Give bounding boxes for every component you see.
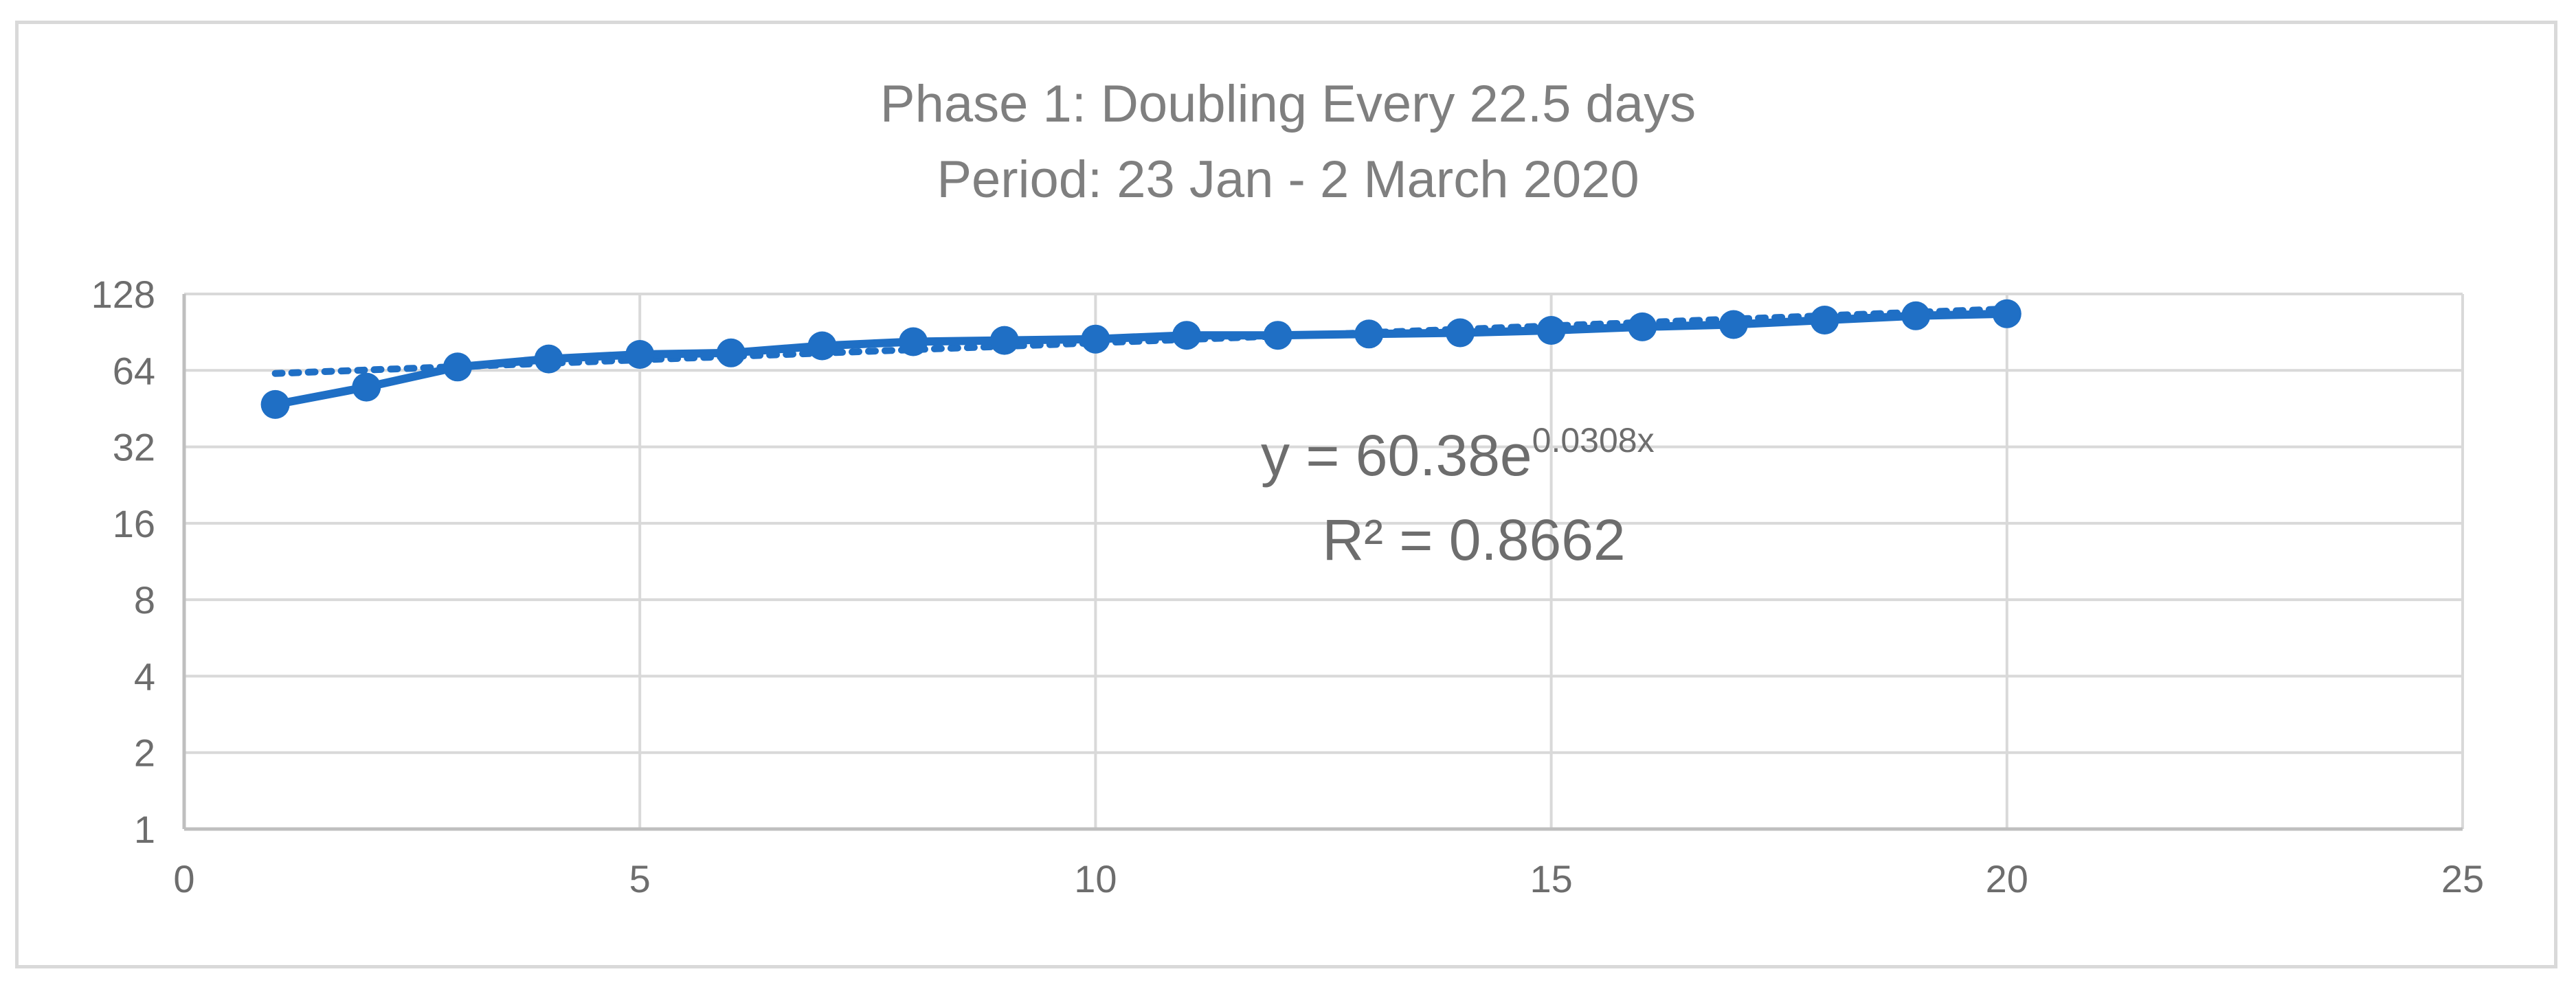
data-point	[352, 372, 381, 402]
y-tick-label: 1	[134, 808, 155, 851]
x-tick-label: 15	[1530, 857, 1572, 900]
data-point	[1810, 306, 1839, 334]
data-point	[899, 327, 928, 356]
series-group	[260, 299, 2021, 419]
chart-title: Phase 1: Doubling Every 22.5 days	[880, 75, 1696, 133]
x-tick-label: 5	[629, 857, 651, 900]
data-point	[534, 344, 563, 374]
data-point	[716, 338, 746, 367]
axes: 1 2 4 8 16 32 64 128 0 5 10 15 20 25	[91, 273, 2485, 900]
data-point	[1081, 324, 1110, 354]
data-point	[807, 331, 837, 361]
trendline-equation: y = 60.38e0.0308x	[1261, 421, 1655, 488]
data-point	[1992, 299, 2021, 328]
y-tick-label: 4	[134, 655, 155, 698]
data-point	[1446, 318, 1475, 348]
y-tick-label: 2	[134, 731, 155, 775]
y-tick-label: 8	[134, 578, 155, 622]
data-point	[1628, 312, 1657, 341]
trendline-equation-group: y = 60.38e0.0308x R² = 0.8662	[1261, 421, 1655, 572]
y-tick-label: 64	[113, 349, 155, 392]
x-tick-label: 25	[2441, 857, 2484, 900]
y-tick-label: 32	[113, 426, 155, 469]
grid	[184, 293, 2464, 829]
data-point	[1536, 316, 1566, 345]
data-point	[1718, 310, 1748, 339]
y-tick-label: 128	[91, 273, 155, 316]
x-tick-label: 20	[1986, 857, 2028, 900]
data-point	[1172, 321, 1201, 350]
data-point	[989, 326, 1019, 355]
data-point	[1354, 319, 1384, 349]
series-line	[274, 309, 2007, 409]
data-point	[443, 352, 472, 382]
data-point	[1901, 301, 1931, 330]
x-tick-label: 0	[173, 857, 194, 900]
trendline-r-squared: R² = 0.8662	[1322, 508, 1625, 572]
x-tick-label: 10	[1074, 857, 1117, 900]
data-point	[260, 389, 290, 419]
y-tick-label: 16	[113, 502, 155, 545]
data-point	[1263, 321, 1292, 350]
chart-subtitle: Period: 23 Jan - 2 March 2020	[937, 150, 1639, 209]
chart-frame	[15, 21, 2557, 968]
data-point	[625, 340, 655, 369]
